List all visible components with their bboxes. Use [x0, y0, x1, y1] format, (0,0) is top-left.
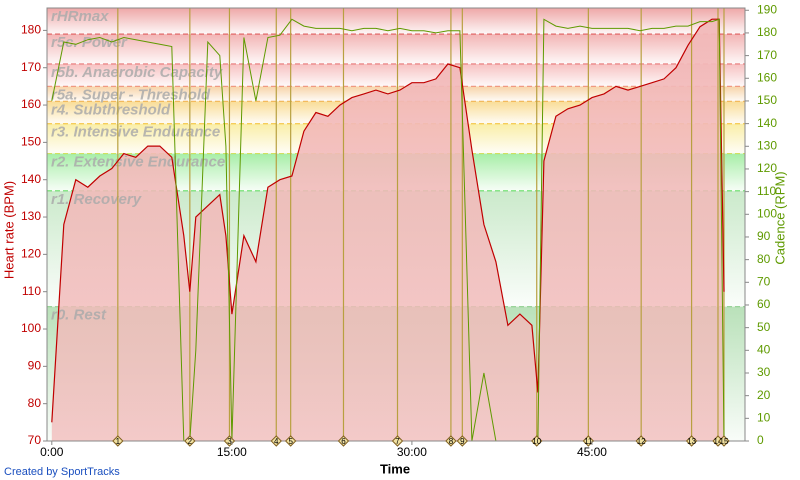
y-tick-label: 100 — [21, 321, 41, 335]
cadence-line — [51, 18, 725, 442]
lap-marker — [582, 435, 595, 447]
lap-label: 12 — [637, 437, 646, 446]
y2-tick-label: 60 — [757, 297, 771, 311]
lap-label: 7 — [395, 437, 400, 446]
y-tick-label: 90 — [28, 359, 42, 373]
y2-tick-label: 10 — [757, 411, 771, 425]
y2-tick-label: 70 — [757, 274, 771, 288]
y2-axis-label: Cadence (RPM) — [772, 171, 787, 264]
y2-tick-label: 170 — [757, 48, 777, 62]
zone-label: r5b. Anaerobic Capacity — [51, 64, 223, 81]
y2-tick-label: 130 — [757, 138, 777, 152]
lap-label: 6 — [341, 437, 346, 446]
y-tick-label: 80 — [28, 396, 42, 410]
zone-label: r5c. Power — [51, 34, 128, 51]
y-tick-label: 180 — [21, 23, 41, 37]
zone-label: r2. Extensive Endurance — [51, 154, 225, 171]
y2-tick-label: 160 — [757, 70, 777, 84]
y-tick-label: 170 — [21, 60, 41, 74]
lap-marker — [337, 435, 350, 447]
y2-tick-label: 110 — [757, 184, 776, 198]
lap-marker — [685, 435, 698, 447]
y-tick-label: 140 — [21, 172, 41, 186]
x-axis-label: Time — [380, 461, 410, 476]
zone-label: r3. Intensive Endurance — [51, 124, 220, 141]
x-tick-label: 45:00 — [577, 445, 607, 459]
lap-label: 8 — [449, 437, 454, 446]
y2-tick-label: 140 — [757, 116, 777, 130]
lap-marker — [270, 435, 282, 447]
lap-label: 15 — [720, 437, 729, 446]
lap-label: 13 — [687, 437, 696, 446]
x-tick-label: 0:00 — [40, 445, 64, 459]
y2-tick-label: 80 — [757, 252, 771, 266]
y2-tick-label: 120 — [757, 161, 777, 175]
lap-marker — [456, 435, 469, 447]
lap-label: 11 — [584, 437, 593, 446]
lap-label: 4 — [274, 437, 279, 446]
y-tick-label: 130 — [21, 209, 41, 223]
y-axis-label: Heart rate (BPM) — [1, 181, 16, 279]
lap-marker — [112, 435, 124, 447]
x-tick-label: 15:00 — [217, 445, 247, 459]
y2-tick-label: 190 — [757, 2, 777, 16]
lap-marker — [635, 435, 647, 447]
y-tick-label: 120 — [21, 247, 41, 261]
lap-label: 5 — [288, 437, 293, 446]
lap-label: 10 — [532, 437, 541, 446]
zone-label: r0. Rest — [51, 307, 107, 324]
plot: rHRmax r5c. Power r5b. Anaerobic Capacity r… — [51, 8, 725, 442]
lap-marker — [718, 435, 730, 447]
hr-area — [51, 19, 725, 441]
x-tick-label: 30:00 — [397, 445, 427, 459]
y2-tick-label: 30 — [757, 365, 771, 379]
credit: Created by SportTracks — [4, 466, 120, 478]
y-tick-label: 150 — [21, 135, 41, 149]
lap-label: 9 — [460, 437, 465, 446]
lap-marker — [184, 435, 196, 447]
lap-label: 14 — [714, 437, 723, 446]
zone-label: r4. Subthreshold — [51, 101, 171, 118]
y2-tick-label: 20 — [757, 388, 771, 402]
lap-marker — [284, 435, 297, 447]
lap-label: 1 — [116, 437, 121, 446]
y2-tick-label: 50 — [757, 320, 771, 334]
y2-tick-label: 0 — [757, 433, 764, 447]
lap-marker — [391, 435, 404, 447]
hr-line — [51, 18, 725, 423]
lap-label: 2 — [188, 437, 193, 446]
zone-label: rHRmax — [51, 8, 109, 25]
zone-band — [47, 8, 745, 35]
y-tick-label: 110 — [22, 284, 41, 298]
y-tick-label: 70 — [28, 433, 42, 447]
lap-marker — [531, 435, 543, 447]
y2-tick-label: 90 — [757, 229, 771, 243]
y2-tick-label: 40 — [757, 342, 771, 356]
zone-label: r1. Recovery — [51, 191, 142, 208]
y-tick-label: 160 — [21, 97, 41, 111]
lap-marker — [445, 435, 457, 447]
y2-tick-label: 150 — [757, 93, 777, 107]
zone-band — [47, 34, 745, 64]
y2-tick-label: 180 — [757, 25, 777, 39]
zone-label: r5a. Super - Threshold — [51, 86, 211, 103]
lap-label: 3 — [227, 437, 232, 446]
y2-tick-label: 100 — [757, 206, 777, 220]
